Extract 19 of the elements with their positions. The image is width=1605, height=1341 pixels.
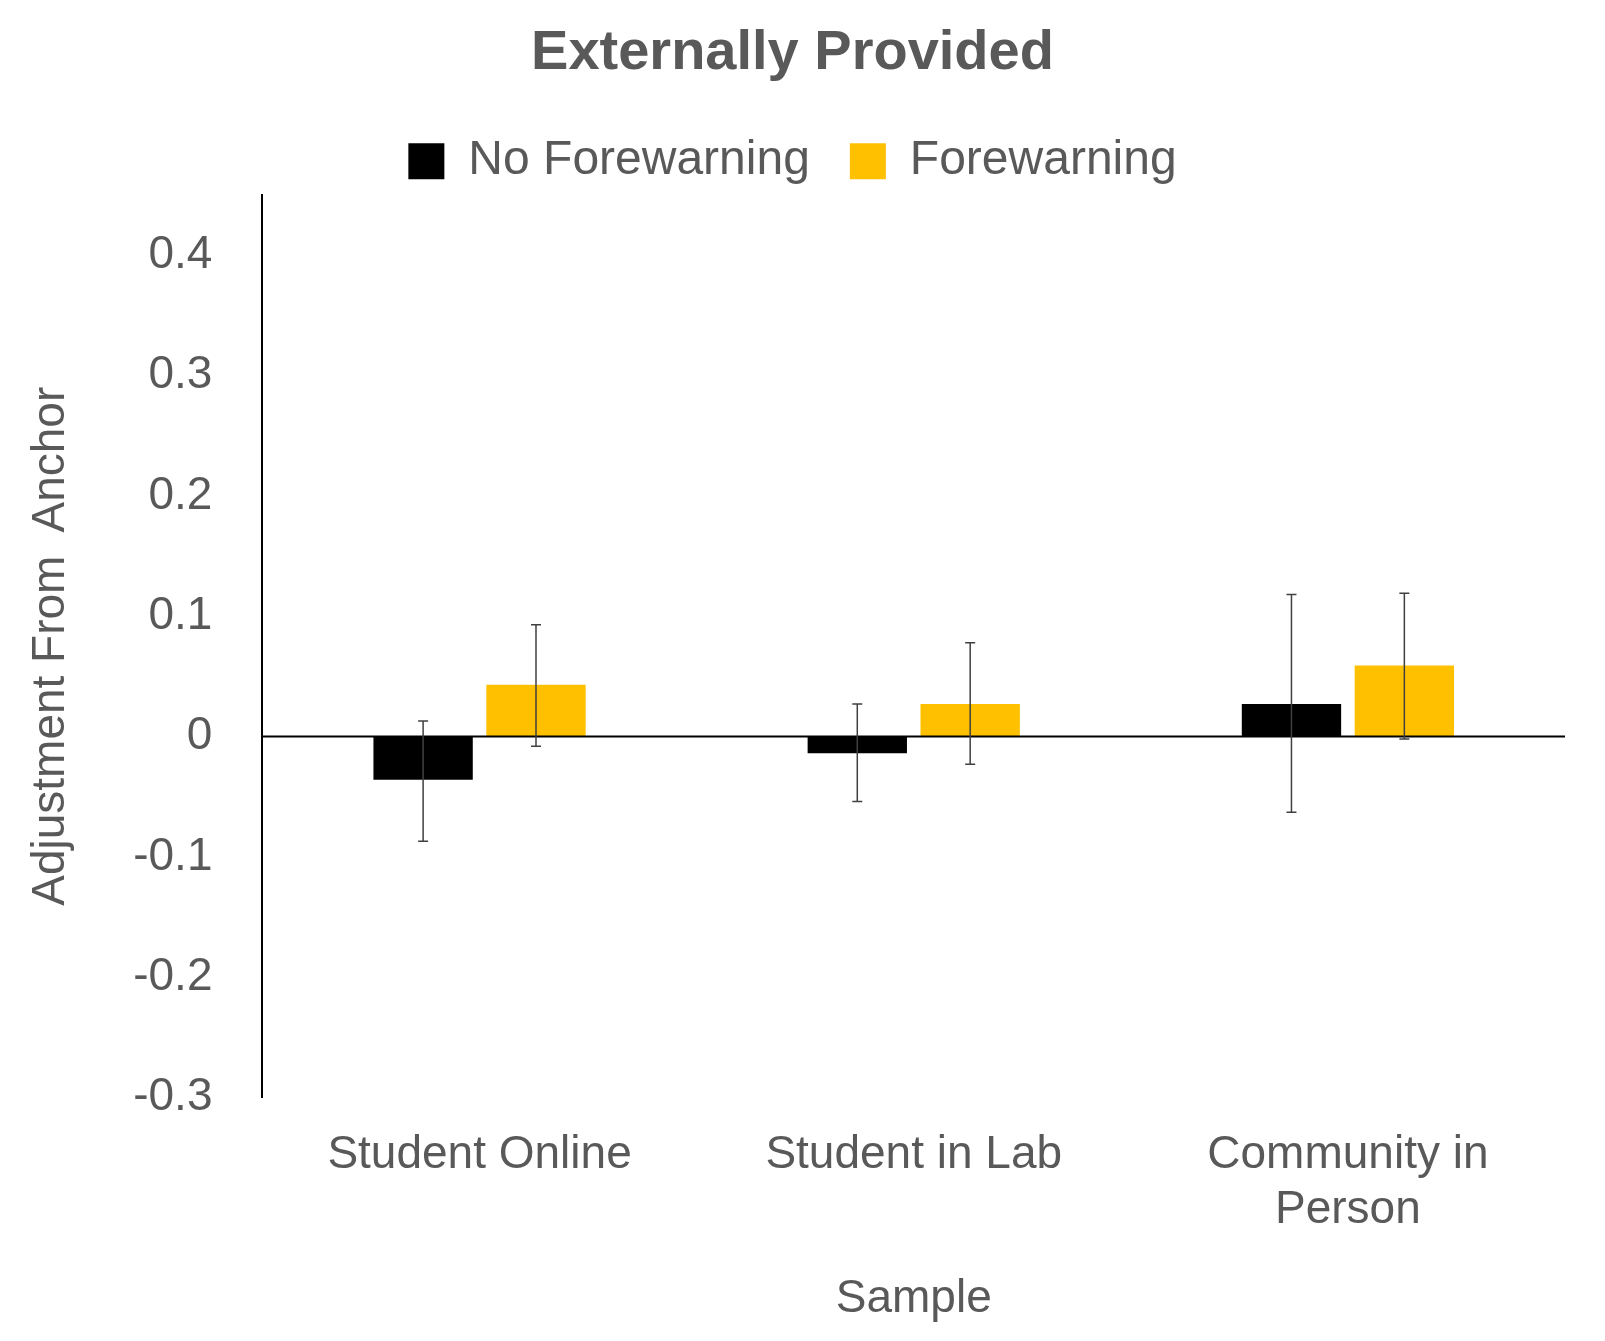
bar <box>1354 665 1455 737</box>
bar <box>486 684 586 737</box>
bar <box>920 704 1020 737</box>
x-tick-label: Student in Lab <box>765 1125 1063 1178</box>
y-tick-label: 0.4 <box>148 226 213 279</box>
y-tick-label: -0.2 <box>133 947 213 1000</box>
y-tick-label: 0 <box>186 707 213 760</box>
y-tick-label: 0.1 <box>148 586 213 639</box>
y-tick-label: -0.1 <box>133 827 213 880</box>
y-tick-label: 0.3 <box>148 346 213 399</box>
x-axis-title: Sample <box>835 1270 992 1323</box>
legend-label: No Forewarning <box>468 131 810 185</box>
y-tick-label: -0.3 <box>133 1068 213 1121</box>
y-axis-title: Adjustment From Anchor <box>22 386 75 906</box>
legend-label: Forewarning <box>909 131 1177 185</box>
x-tick-label: Student Online <box>327 1125 632 1178</box>
y-tick-label: 0.2 <box>148 466 213 519</box>
x-tick-label: Community in Person <box>1207 1125 1489 1233</box>
chart-title: Externally Provided <box>531 18 1054 82</box>
